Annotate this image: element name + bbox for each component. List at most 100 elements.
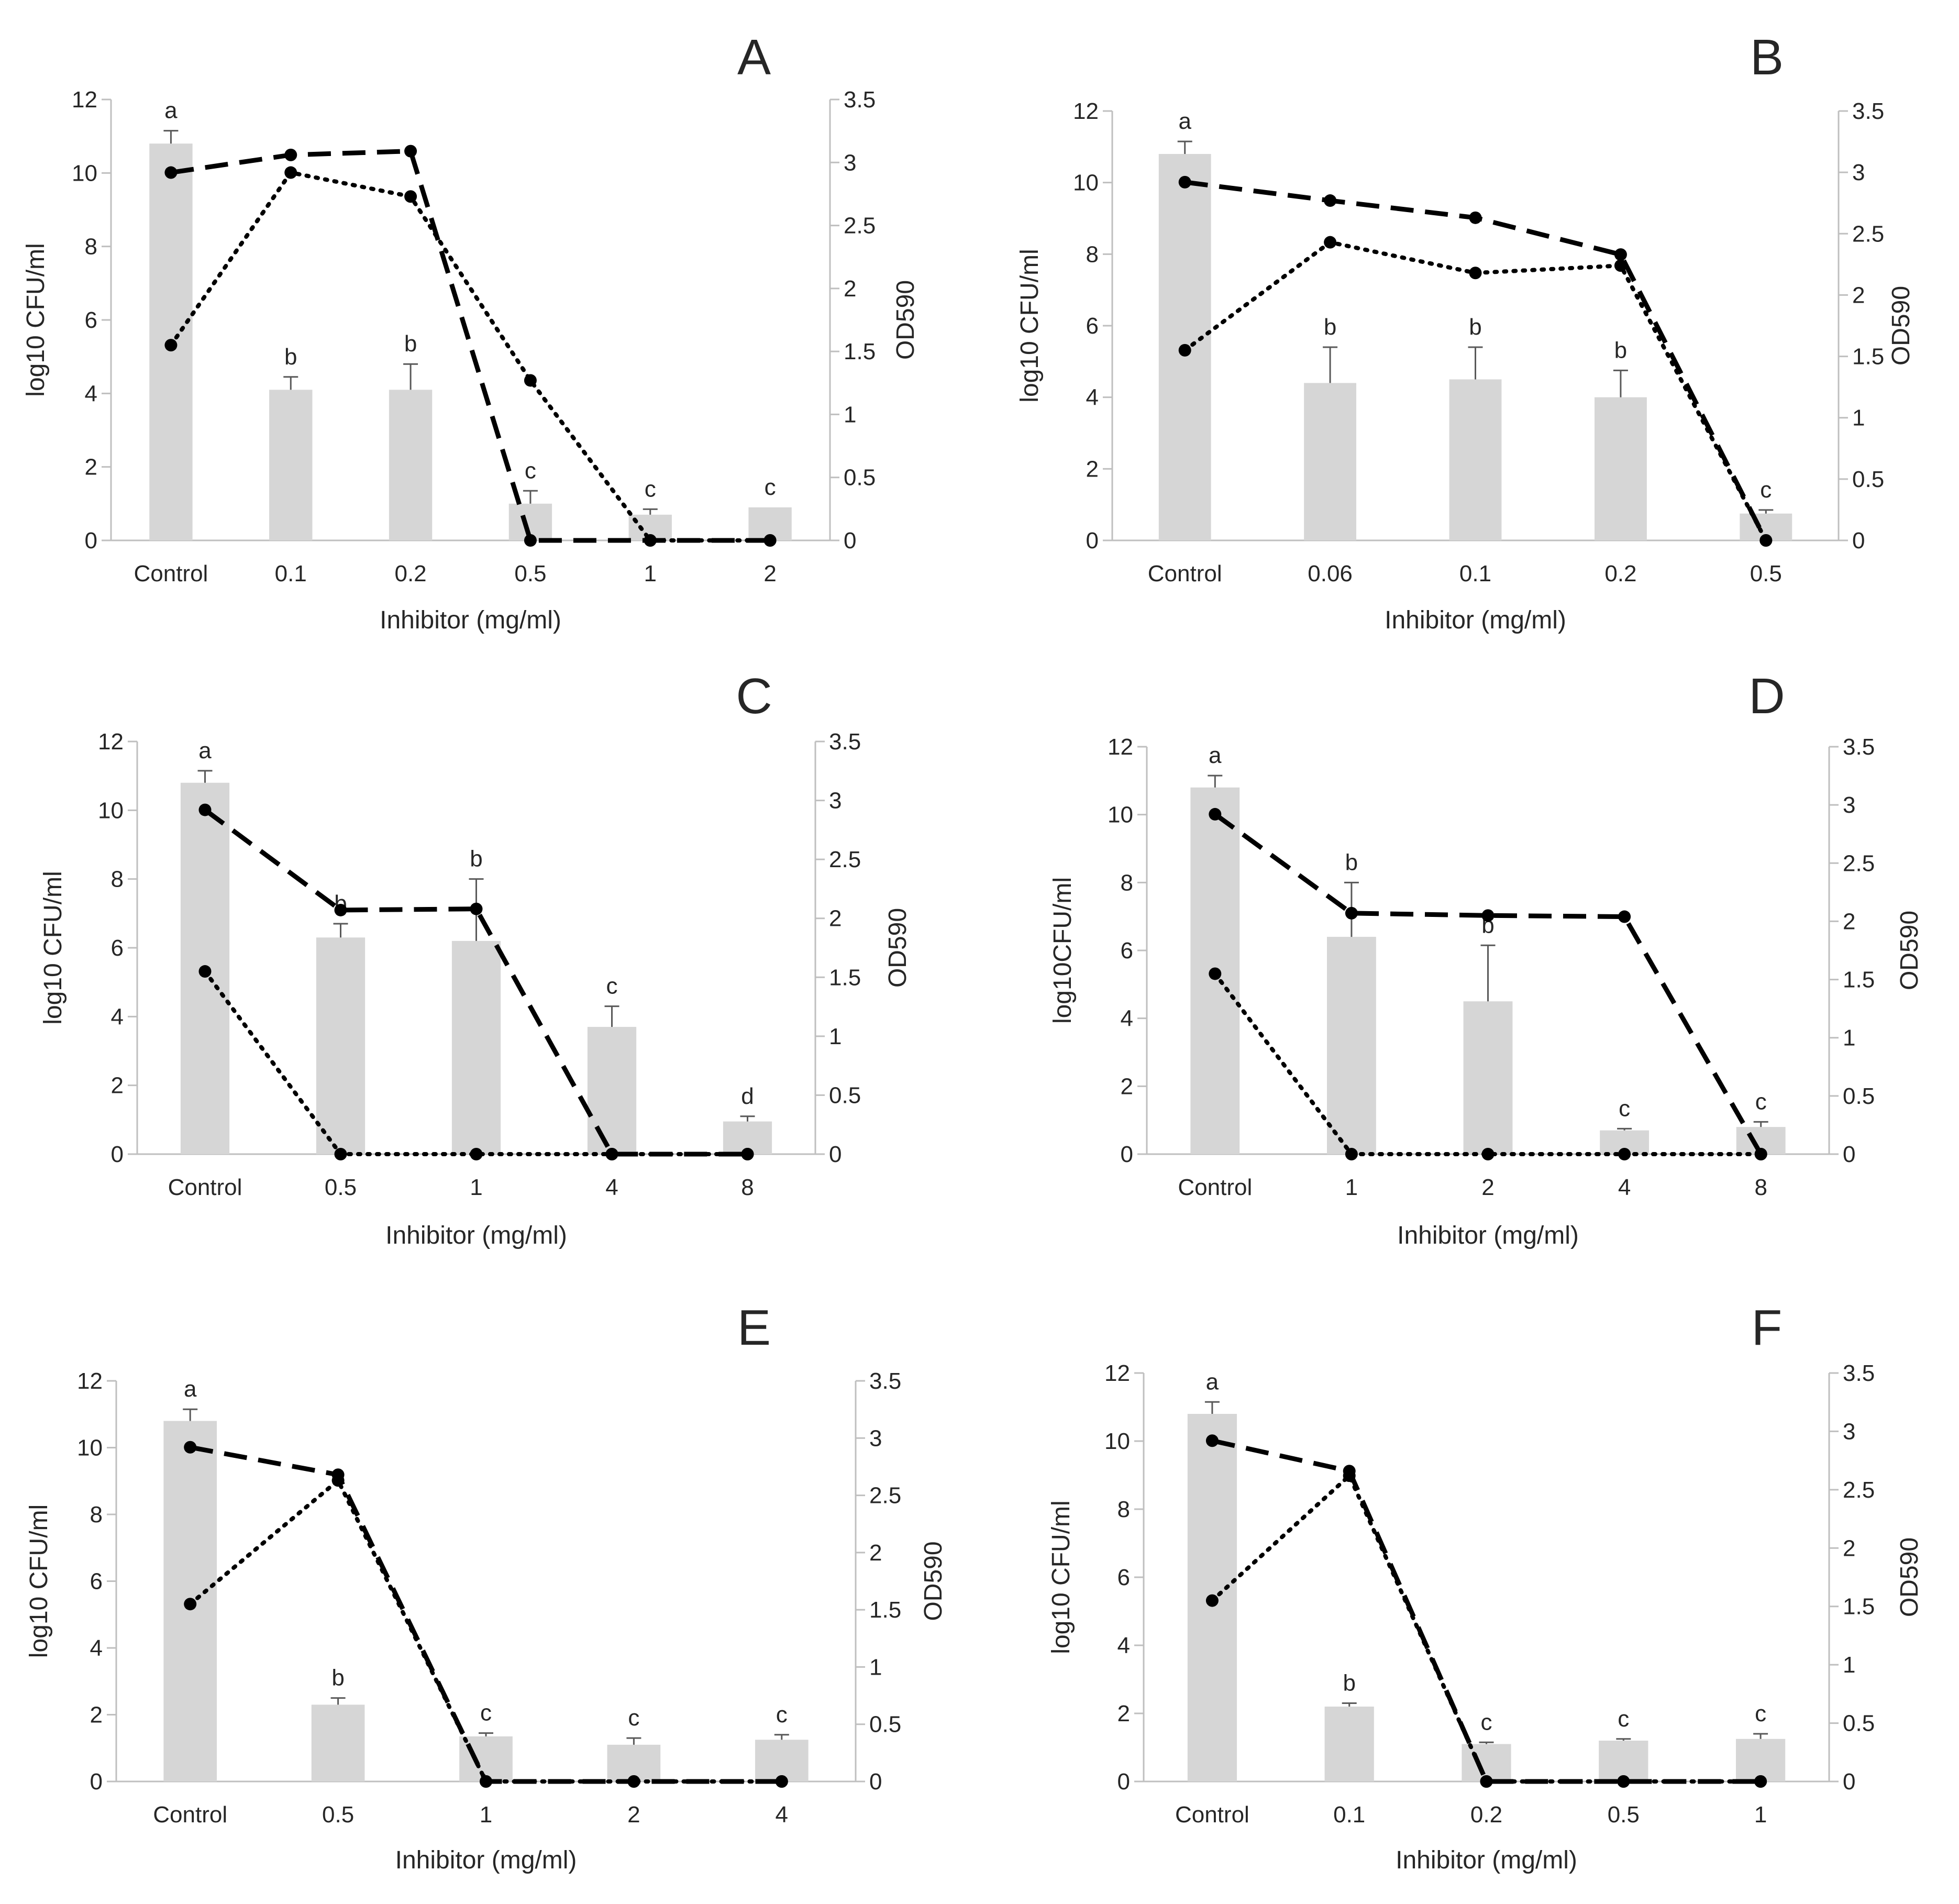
dotted-series-point [1614, 259, 1627, 272]
dotted-series-point [1754, 1148, 1767, 1160]
y2-axis-label: OD590 [920, 1541, 947, 1621]
y2-tick-label: 3 [829, 788, 842, 814]
y2-tick-label: 2 [1843, 909, 1855, 934]
dashed-series-line [190, 1445, 782, 1784]
y-tick-label: 0 [1086, 528, 1099, 554]
significance-label: c [1755, 1701, 1766, 1726]
significance-label: c [1760, 477, 1772, 503]
y-tick-label: 6 [111, 935, 124, 961]
significance-label: b [1614, 337, 1627, 363]
y2-tick-label: 0 [844, 528, 856, 554]
significance-label: c [525, 458, 536, 483]
significance-label: c [480, 1700, 492, 1726]
y-axis-label: log10 CFU/ml [1016, 249, 1044, 402]
dashed-series-line [170, 149, 770, 543]
x-tick-label: 2 [1481, 1175, 1494, 1200]
y2-tick-label: 3 [1843, 792, 1855, 818]
y2-tick-label: 1.5 [1852, 344, 1884, 370]
y-tick-label: 6 [1086, 313, 1099, 339]
y-tick-label: 4 [111, 1004, 124, 1030]
significance-label: c [1481, 1709, 1492, 1735]
dashed-series-point [198, 803, 212, 816]
dashed-series-point [1614, 248, 1627, 261]
x-tick-label: 1 [480, 1802, 492, 1828]
dotted-series-point [1469, 267, 1482, 280]
y-tick-label: 12 [98, 729, 124, 755]
x-tick-label: Control [1175, 1802, 1249, 1828]
significance-label: c [765, 474, 776, 500]
y2-tick-label: 0.5 [844, 465, 876, 491]
y-tick-label: 8 [85, 234, 97, 260]
bar [389, 390, 433, 540]
y-tick-label: 8 [1121, 870, 1133, 895]
dotted-series-point [1618, 1148, 1631, 1160]
y-tick-label: 6 [90, 1569, 103, 1595]
y2-axis-label: OD590 [1896, 1537, 1923, 1617]
x-tick-label: 0.5 [1608, 1802, 1640, 1828]
dotted-series-point [404, 190, 417, 203]
y2-tick-label: 2.5 [1852, 221, 1884, 247]
x-tick-label: 4 [1618, 1175, 1631, 1200]
dashed-series-point [1481, 909, 1495, 922]
dotted-series-point [284, 166, 297, 179]
significance-label: a [198, 738, 212, 763]
y2-tick-label: 2 [1852, 282, 1865, 308]
y2-tick-label: 1 [1843, 1025, 1855, 1051]
y-tick-label: 8 [1086, 241, 1099, 267]
y-tick-label: 4 [90, 1635, 103, 1661]
dotted-series-point [1209, 967, 1222, 980]
y2-tick-label: 2 [829, 906, 842, 932]
bar [1463, 1001, 1513, 1154]
x-tick-label: 0.5 [514, 561, 546, 586]
bar [1599, 1741, 1648, 1781]
y2-tick-label: 2.5 [1843, 850, 1875, 876]
dotted-series-point [470, 1148, 483, 1160]
y-tick-label: 12 [1108, 734, 1133, 760]
chart-panel-c: 0 2 4 6 8 10 12 0 0.5 1 1.5 2 2.5 3 3.5 Control 0.5 1 4 8 In… [39, 668, 912, 1249]
dashed-series-point [284, 148, 297, 161]
significance-label: c [645, 476, 656, 502]
y2-tick-label: 3 [844, 150, 856, 175]
panel-label: A [737, 29, 771, 85]
x-tick-label: 0.2 [1604, 561, 1636, 586]
x-tick-label: 1 [644, 561, 657, 586]
y2-tick-label: 1 [1843, 1652, 1855, 1678]
x-tick-label: 8 [1754, 1175, 1767, 1200]
x-tick-label: 0.06 [1308, 561, 1353, 586]
bar [316, 937, 366, 1154]
y-tick-label: 10 [1073, 170, 1099, 196]
dotted-series-point [1324, 236, 1337, 249]
bar [459, 1736, 513, 1781]
dotted-series-point [1480, 1775, 1493, 1788]
y-tick-label: 8 [111, 867, 124, 892]
y-tick-label: 12 [1104, 1360, 1130, 1386]
x-axis-label: Inhibitor (mg/ml) [385, 1222, 567, 1249]
significance-label: a [184, 1376, 197, 1402]
y-tick-label: 2 [90, 1702, 103, 1728]
y2-tick-label: 0.5 [1843, 1083, 1875, 1109]
y-tick-label: 6 [1117, 1565, 1130, 1590]
dashed-series-point [184, 1441, 197, 1454]
significance-label: d [741, 1083, 754, 1109]
y-tick-label: 0 [90, 1769, 103, 1795]
significance-label: b [284, 344, 297, 370]
x-tick-label: 1 [1754, 1802, 1767, 1828]
y2-axis-label: OD590 [1887, 286, 1915, 366]
y-tick-label: 4 [85, 381, 97, 406]
y2-tick-label: 0 [1843, 1769, 1855, 1795]
significance-label: a [1206, 1369, 1219, 1394]
dotted-series-point [1345, 1148, 1358, 1160]
y2-tick-label: 1.5 [844, 339, 876, 364]
y-tick-label: 0 [1117, 1769, 1130, 1795]
x-tick-label: 4 [605, 1175, 618, 1200]
dashed-series-point [1209, 807, 1222, 821]
y2-tick-label: 1.5 [869, 1597, 901, 1623]
y2-tick-label: 0.5 [1843, 1711, 1875, 1736]
dotted-series-point [1617, 1775, 1630, 1788]
dashed-series-point [334, 903, 347, 916]
y-tick-label: 0 [1121, 1142, 1133, 1167]
dotted-series-point [524, 374, 537, 387]
dotted-series-point [480, 1775, 492, 1788]
